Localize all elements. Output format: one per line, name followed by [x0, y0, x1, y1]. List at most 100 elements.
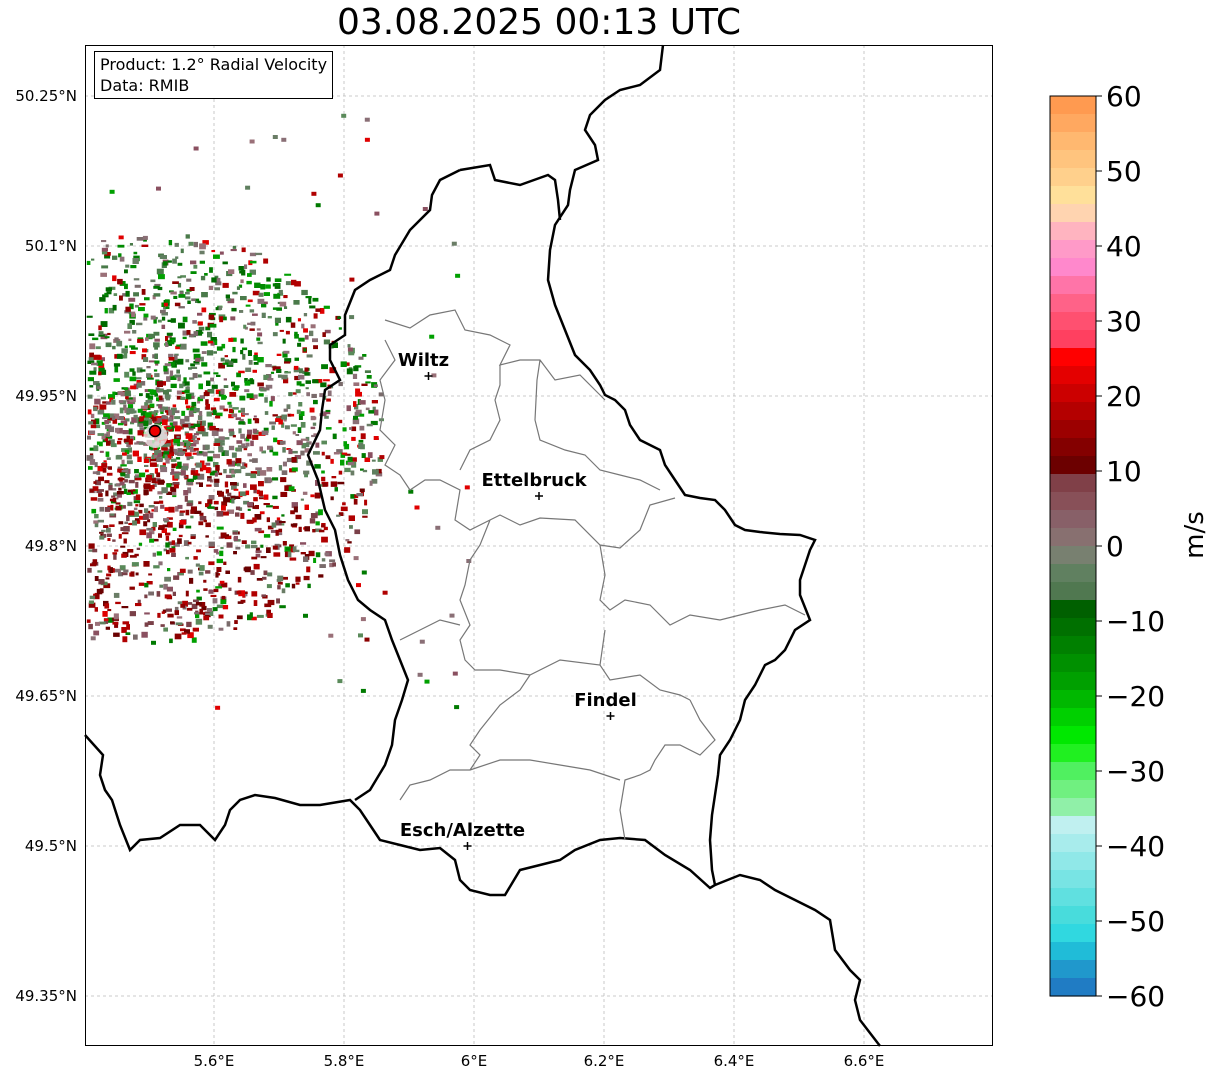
- echo-pixel: [216, 604, 224, 609]
- echo-pixel: [112, 275, 117, 282]
- echo-pixel: [216, 412, 223, 417]
- echo-pixel: [88, 602, 96, 608]
- chart-title: 03.08.2025 00:13 UTC: [336, 2, 742, 43]
- echo-pixel: [348, 515, 355, 521]
- echo-pixel: [292, 546, 297, 552]
- echo-pixel: [300, 450, 305, 456]
- echo-pixel: [179, 383, 184, 389]
- echo-pixel: [314, 492, 321, 499]
- echo-pixel: [137, 430, 144, 436]
- echo-pixel: [254, 514, 262, 520]
- echo-pixel: [121, 448, 129, 452]
- echo-pixel: [232, 407, 239, 410]
- echo-pixel: [132, 371, 136, 376]
- colorbar-segment: [1050, 258, 1096, 277]
- echo-pixel: [135, 481, 139, 488]
- echo-pixel: [101, 421, 106, 425]
- echo-pixel: [88, 466, 93, 470]
- echo-pixel: [330, 496, 334, 501]
- echo-pixel: [113, 363, 121, 367]
- echo-pixel: [264, 397, 268, 403]
- echo-pixel: [218, 362, 225, 369]
- city-label: Findel: [574, 690, 637, 711]
- echo-pixel: [254, 418, 260, 424]
- echo-pixel: [138, 509, 143, 514]
- echo-pixel: [157, 286, 163, 291]
- echo-pixel: [322, 332, 326, 337]
- echo-pixel: [177, 504, 183, 509]
- echo-pixel: [146, 419, 153, 424]
- echo-pixel: [141, 354, 147, 360]
- echo-pixel: [267, 525, 274, 530]
- echo-pixel: [97, 489, 104, 492]
- echo-pixel: [219, 580, 225, 584]
- echo-pixel: [251, 556, 258, 560]
- echo-pixel: [150, 315, 156, 320]
- echo-pixel: [372, 406, 376, 413]
- echo-pixel: [360, 688, 366, 693]
- echo-pixel: [286, 547, 290, 551]
- echo-pixel: [301, 289, 308, 296]
- echo-pixel: [159, 496, 163, 499]
- colorbar-segment: [1050, 636, 1096, 655]
- echo-pixel: [257, 298, 265, 304]
- echo-pixel: [353, 366, 359, 372]
- echo-pixel: [183, 476, 188, 479]
- echo-pixel: [308, 550, 315, 557]
- echo-pixel: [310, 324, 316, 329]
- echo-pixel: [153, 285, 160, 289]
- colorbar-segment: [1050, 366, 1096, 385]
- echo-pixel: [112, 345, 116, 350]
- echo-pixel: [195, 602, 202, 606]
- colorbar-tick-label: −30: [1106, 755, 1165, 788]
- echo-pixel: [109, 498, 114, 502]
- echo-pixel: [284, 358, 292, 363]
- echo-pixel: [311, 191, 317, 196]
- echo-pixel: [185, 405, 191, 409]
- echo-pixel: [92, 486, 99, 491]
- echo-pixel: [197, 415, 203, 420]
- echo-pixel: [272, 414, 278, 417]
- echo-pixel: [371, 478, 378, 484]
- echo-pixel: [356, 493, 364, 497]
- echo-pixel: [203, 392, 210, 397]
- colorbar-segment: [1050, 978, 1096, 997]
- echo-pixel: [226, 298, 231, 301]
- echo-pixel: [284, 425, 290, 430]
- echo-pixel: [300, 422, 306, 428]
- echo-pixel: [214, 287, 220, 291]
- echo-pixel: [194, 612, 201, 615]
- colorbar-segment: [1050, 528, 1096, 547]
- echo-pixel: [201, 465, 207, 471]
- echo-pixel: [105, 287, 112, 292]
- echo-pixel: [231, 452, 237, 458]
- echo-pixel: [208, 541, 215, 547]
- echo-pixel: [154, 393, 158, 397]
- echo-pixel: [306, 392, 310, 397]
- echo-pixel: [207, 624, 213, 629]
- echo-pixel: [312, 422, 317, 426]
- echo-pixel: [95, 383, 101, 389]
- echo-pixel: [176, 436, 180, 439]
- echo-pixel: [175, 457, 181, 460]
- echo-pixel: [187, 632, 194, 639]
- echo-pixel: [216, 558, 223, 564]
- echo-pixel: [358, 439, 364, 443]
- echo-pixel: [315, 521, 320, 526]
- echo-pixel: [296, 381, 302, 386]
- echo-pixel: [215, 415, 221, 419]
- echo-pixel: [174, 452, 180, 456]
- echo-pixel: [267, 599, 275, 606]
- echo-pixel: [103, 618, 109, 624]
- echo-pixel: [182, 448, 188, 452]
- echo-pixel: [239, 395, 246, 401]
- echo-pixel: [86, 260, 91, 265]
- echo-pixel: [362, 509, 368, 515]
- echo-pixel: [305, 387, 309, 390]
- echo-pixel: [452, 671, 458, 676]
- echo-pixel: [343, 441, 347, 447]
- echo-pixel: [240, 279, 244, 284]
- echo-pixel: [87, 377, 94, 382]
- echo-pixel: [90, 563, 97, 567]
- echo-pixel: [167, 613, 174, 618]
